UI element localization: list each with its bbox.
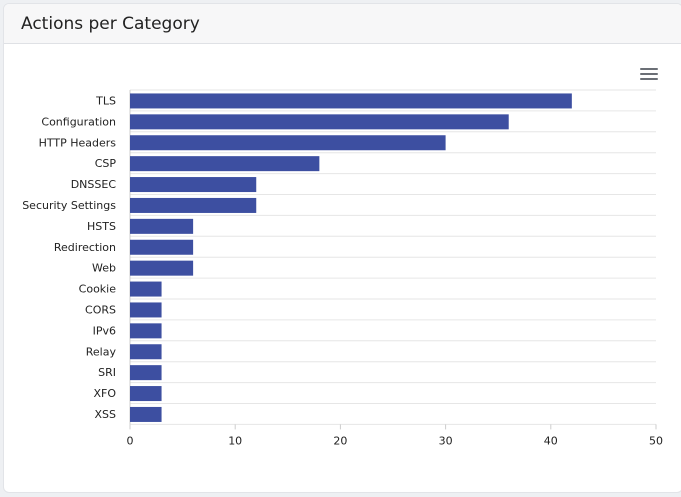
hamburger-menu-icon[interactable] (640, 68, 658, 82)
bar-redirection[interactable] (130, 239, 194, 255)
category-label: IPv6 (93, 324, 116, 337)
category-label: HTTP Headers (39, 136, 117, 149)
category-label: XSS (94, 408, 116, 421)
card-title: Actions per Category (21, 13, 200, 34)
category-label: Security Settings (22, 199, 116, 212)
category-label: SRI (98, 366, 116, 379)
card-header: Actions per Category (4, 4, 681, 44)
bar-web[interactable] (130, 260, 194, 276)
x-tick-label: 0 (127, 434, 134, 447)
category-label: Cookie (79, 283, 117, 296)
x-tick-label: 30 (439, 434, 453, 447)
bar-http-headers[interactable] (130, 135, 446, 151)
category-label: Configuration (41, 115, 116, 128)
bar-relay[interactable] (130, 344, 162, 360)
x-axis-tick-labels: 0 10 20 30 40 50 (127, 434, 664, 447)
bar-cors[interactable] (130, 302, 162, 318)
bar-xfo[interactable] (130, 386, 162, 402)
category-label: XFO (93, 387, 116, 400)
bar-hsts[interactable] (130, 218, 194, 234)
category-label: Relay (86, 345, 117, 358)
bar-dnssec[interactable] (130, 177, 257, 193)
x-tick-label: 50 (649, 434, 663, 447)
bar-security-settings[interactable] (130, 197, 257, 213)
bar-sri[interactable] (130, 365, 162, 381)
x-tick-label: 40 (544, 434, 558, 447)
category-label: CORS (85, 303, 116, 316)
bar-tls[interactable] (130, 93, 572, 109)
chart-card: Actions per Category TLS Configuration HTT… (3, 3, 681, 493)
x-tick-label: 10 (228, 434, 242, 447)
chart-bars (130, 93, 572, 422)
category-label: CSP (95, 157, 117, 170)
category-label: Web (92, 262, 116, 275)
bar-ipv6[interactable] (130, 323, 162, 339)
category-label: Redirection (54, 241, 116, 254)
bar-csp[interactable] (130, 156, 320, 172)
category-labels: TLS Configuration HTTP Headers CSP DNSSEC Sec… (22, 94, 116, 421)
x-tick-label: 20 (333, 434, 347, 447)
bar-cookie[interactable] (130, 281, 162, 297)
bar-xss[interactable] (130, 406, 162, 422)
chart-grid (129, 89, 657, 430)
category-label: TLS (95, 94, 116, 107)
category-label: HSTS (87, 220, 116, 233)
category-label: DNSSEC (71, 178, 117, 191)
bar-chart: TLS Configuration HTTP Headers CSP DNSSEC Sec… (22, 89, 664, 447)
bar-configuration[interactable] (130, 114, 509, 130)
